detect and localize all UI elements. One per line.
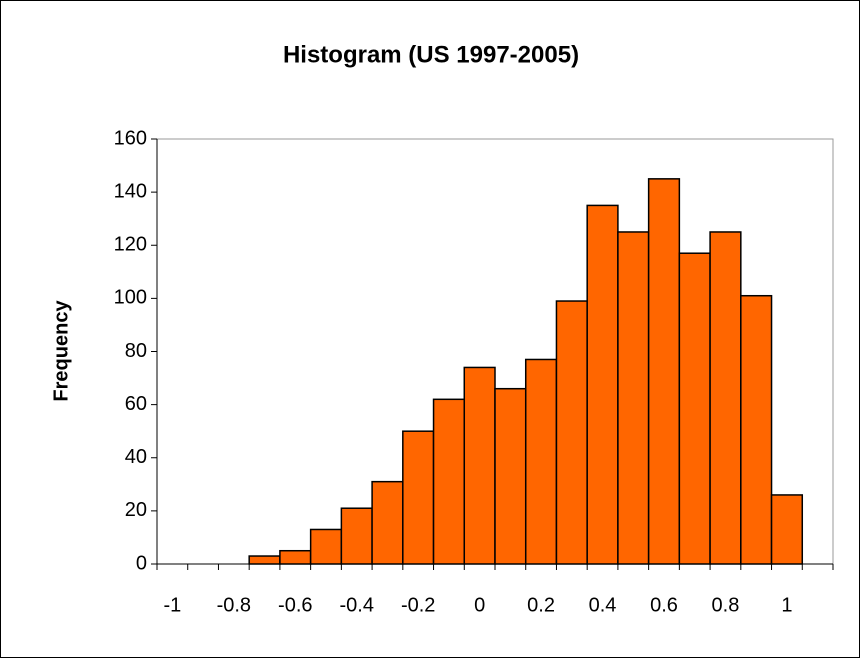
bar	[524, 358, 558, 565]
y-tick-label: 20	[125, 499, 147, 521]
y-tick-label: 40	[125, 446, 147, 468]
y-tick-label: 160	[114, 127, 147, 149]
bar	[709, 231, 742, 565]
x-tick-label: -1	[163, 594, 181, 616]
y-tick-label: 60	[125, 393, 147, 415]
x-tick-label: -0.8	[217, 594, 251, 616]
bar	[494, 387, 527, 565]
x-tick-label: 0	[474, 594, 485, 616]
x-tick-label: -0.4	[339, 594, 373, 616]
x-tick-label: -0.6	[278, 594, 312, 616]
bar	[309, 528, 343, 565]
y-tick-label: 0	[136, 552, 147, 574]
y-tick-label: 80	[125, 340, 147, 362]
bar	[770, 494, 804, 565]
y-tick-label: 120	[114, 234, 147, 256]
x-tick-label: 0.8	[712, 594, 740, 616]
chart-title: Histogram (US 1997-2005)	[283, 41, 579, 68]
x-tick-label: 0.6	[650, 594, 678, 616]
bar	[740, 294, 773, 565]
bar	[647, 178, 681, 565]
bar	[586, 204, 619, 565]
bar	[340, 507, 373, 565]
x-tick-label: -0.2	[401, 594, 435, 616]
bar	[371, 480, 404, 565]
bar	[279, 549, 312, 565]
y-axis-label: Frequency	[50, 300, 72, 402]
x-tick-label: 1	[781, 594, 792, 616]
y-tick-label: 100	[114, 287, 147, 309]
bar	[678, 252, 711, 565]
bar	[248, 555, 281, 565]
x-tick-label: 0.4	[589, 594, 617, 616]
bar	[402, 430, 435, 565]
bar	[432, 398, 466, 565]
y-tick-label: 140	[114, 180, 147, 202]
x-tick-label: 0.2	[527, 594, 555, 616]
bar	[463, 366, 496, 565]
bar	[555, 300, 588, 565]
bar	[617, 231, 650, 565]
